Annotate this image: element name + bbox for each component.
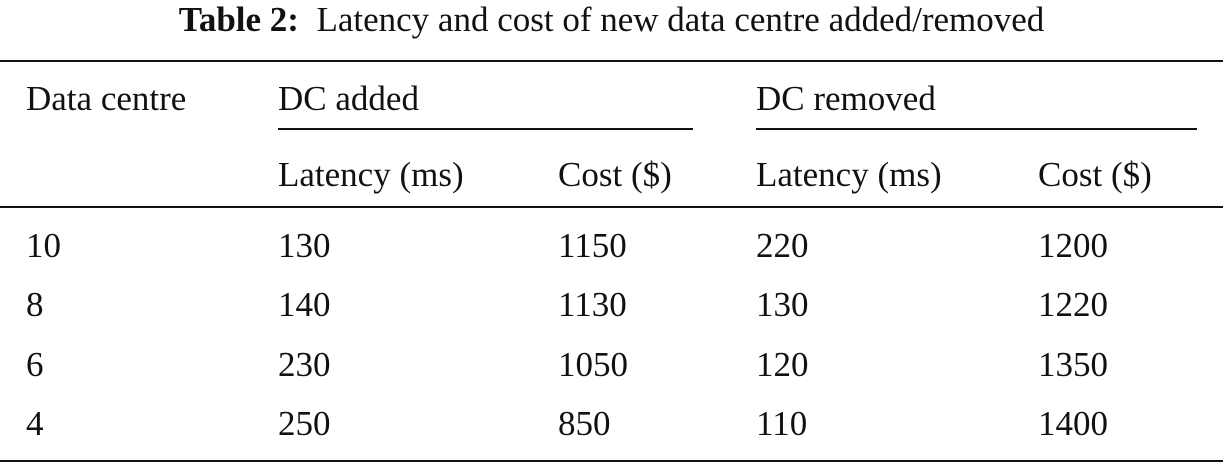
- table-cell: 10: [26, 226, 61, 265]
- table-cell: 220: [756, 226, 809, 265]
- table-cell: 1400: [1038, 404, 1108, 443]
- group-header-dc-removed: DC removed: [756, 79, 936, 118]
- table-caption: Table 2: Latency and cost of new data ce…: [0, 0, 1223, 40]
- table-cell: 1200: [1038, 226, 1108, 265]
- table-cell: 1130: [558, 285, 627, 324]
- subheader-latency-added: Latency (ms): [278, 155, 464, 194]
- group-header-dc-added: DC added: [278, 79, 419, 118]
- table-cell: 130: [756, 285, 809, 324]
- table-cell: 1350: [1038, 345, 1108, 384]
- table-cell: 230: [278, 345, 331, 384]
- caption-label: Table 2:: [178, 0, 299, 39]
- table-cell: 850: [558, 404, 611, 443]
- table-cell: 250: [278, 404, 331, 443]
- row-header: Data centre: [26, 79, 187, 118]
- subheader-latency-removed: Latency (ms): [756, 155, 942, 194]
- table-cell: 140: [278, 285, 331, 324]
- table-cell: 6: [26, 345, 44, 384]
- table-cell: 1050: [558, 345, 628, 384]
- bottom-rule: [0, 460, 1223, 462]
- table-cell: 1220: [1038, 285, 1108, 324]
- subheader-cost-removed: Cost ($): [1038, 155, 1152, 194]
- caption-text: Latency and cost of new data centre adde…: [316, 0, 1045, 39]
- top-rule: [0, 60, 1223, 62]
- group-rule-dc-removed: [756, 128, 1197, 130]
- table-cell: 4: [26, 404, 44, 443]
- group-rule-dc-added: [278, 128, 693, 130]
- table-cell: 130: [278, 226, 331, 265]
- table-cell: 8: [26, 285, 44, 324]
- header-rule: [0, 206, 1223, 208]
- table-cell: 110: [756, 404, 808, 443]
- table-cell: 1150: [558, 226, 627, 265]
- subheader-cost-added: Cost ($): [558, 155, 672, 194]
- table-cell: 120: [756, 345, 809, 384]
